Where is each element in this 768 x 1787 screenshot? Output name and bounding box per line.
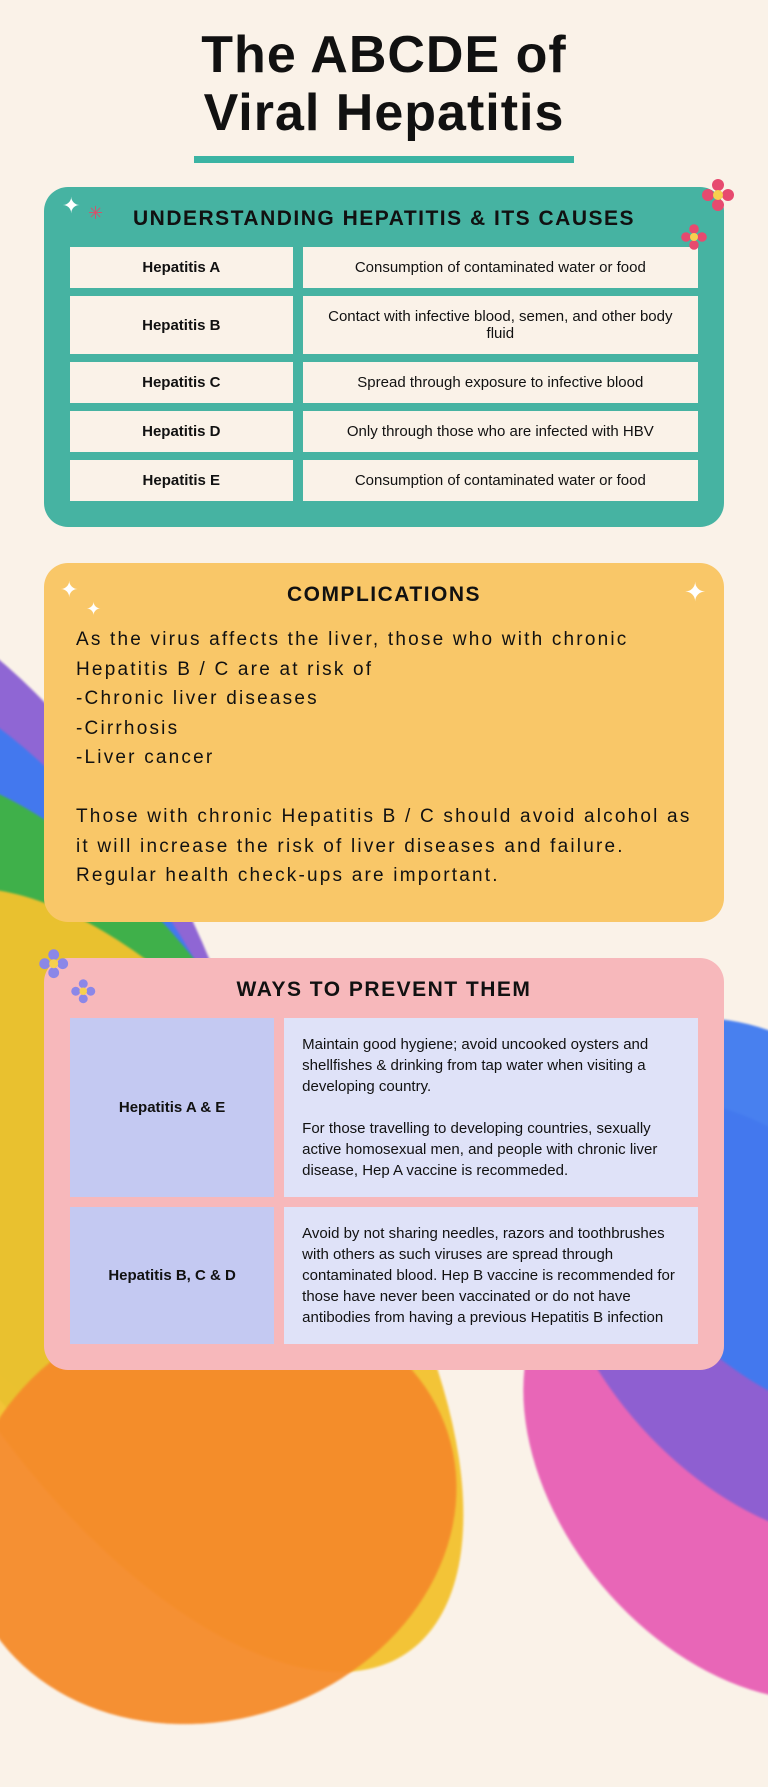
title-underline bbox=[194, 156, 574, 163]
title-line-1: The ABCDE of bbox=[201, 26, 566, 84]
causes-table: Hepatitis AConsumption of contaminated w… bbox=[70, 247, 698, 501]
hepatitis-name: Hepatitis A bbox=[70, 247, 293, 288]
hepatitis-cause: Spread through exposure to infective blo… bbox=[303, 362, 698, 403]
table-row: Hepatitis EConsumption of contaminated w… bbox=[70, 460, 698, 501]
prevention-desc: Maintain good hygiene; avoid uncooked oy… bbox=[284, 1018, 698, 1197]
flower-icon bbox=[683, 226, 705, 248]
asterisk-icon: ✳ bbox=[88, 203, 103, 224]
complications-card: ✦ ✦ ✦ COMPLICATIONS As the virus affects… bbox=[44, 563, 724, 922]
prevention-group: Hepatitis A & E bbox=[70, 1018, 274, 1197]
prevention-desc: Avoid by not sharing needles, razors and… bbox=[284, 1207, 698, 1344]
flower-icon bbox=[41, 952, 61, 972]
prevention-heading: WAYS TO PREVENT THEM bbox=[70, 978, 698, 1002]
table-row: Hepatitis AConsumption of contaminated w… bbox=[70, 247, 698, 288]
title-line-2: Viral Hepatitis bbox=[204, 84, 565, 142]
star-icon: ✦ bbox=[60, 577, 78, 603]
complications-body: As the virus affects the liver, those wh… bbox=[70, 623, 698, 896]
star-icon: ✦ bbox=[684, 577, 706, 608]
complications-heading: COMPLICATIONS bbox=[70, 583, 698, 607]
prevention-group: Hepatitis B, C & D bbox=[70, 1207, 274, 1344]
hepatitis-cause: Contact with infective blood, semen, and… bbox=[303, 296, 698, 354]
prevention-table: Hepatitis A & EMaintain good hygiene; av… bbox=[70, 1018, 698, 1344]
table-row: Hepatitis B, C & DAvoid by not sharing n… bbox=[70, 1207, 698, 1344]
hepatitis-cause: Consumption of contaminated water or foo… bbox=[303, 247, 698, 288]
star-icon: ✦ bbox=[86, 599, 101, 620]
page-title: The ABCDE of Viral Hepatitis bbox=[0, 0, 768, 163]
table-row: Hepatitis CSpread through exposure to in… bbox=[70, 362, 698, 403]
table-row: Hepatitis A & EMaintain good hygiene; av… bbox=[70, 1018, 698, 1197]
causes-card: ✦ ✳ UNDERSTANDING HEPATITIS & ITS CAUSES… bbox=[44, 187, 724, 527]
table-row: Hepatitis DOnly through those who are in… bbox=[70, 411, 698, 452]
flower-icon bbox=[73, 981, 90, 998]
star-icon: ✦ bbox=[62, 193, 80, 219]
hepatitis-cause: Consumption of contaminated water or foo… bbox=[303, 460, 698, 501]
hepatitis-name: Hepatitis E bbox=[70, 460, 293, 501]
hepatitis-name: Hepatitis D bbox=[70, 411, 293, 452]
hepatitis-cause: Only through those who are infected with… bbox=[303, 411, 698, 452]
prevention-card: WAYS TO PREVENT THEM Hepatitis A & EMain… bbox=[44, 958, 724, 1370]
table-row: Hepatitis BContact with infective blood,… bbox=[70, 296, 698, 354]
hepatitis-name: Hepatitis B bbox=[70, 296, 293, 354]
causes-heading: UNDERSTANDING HEPATITIS & ITS CAUSES bbox=[70, 207, 698, 231]
hepatitis-name: Hepatitis C bbox=[70, 362, 293, 403]
flower-icon bbox=[704, 181, 732, 209]
